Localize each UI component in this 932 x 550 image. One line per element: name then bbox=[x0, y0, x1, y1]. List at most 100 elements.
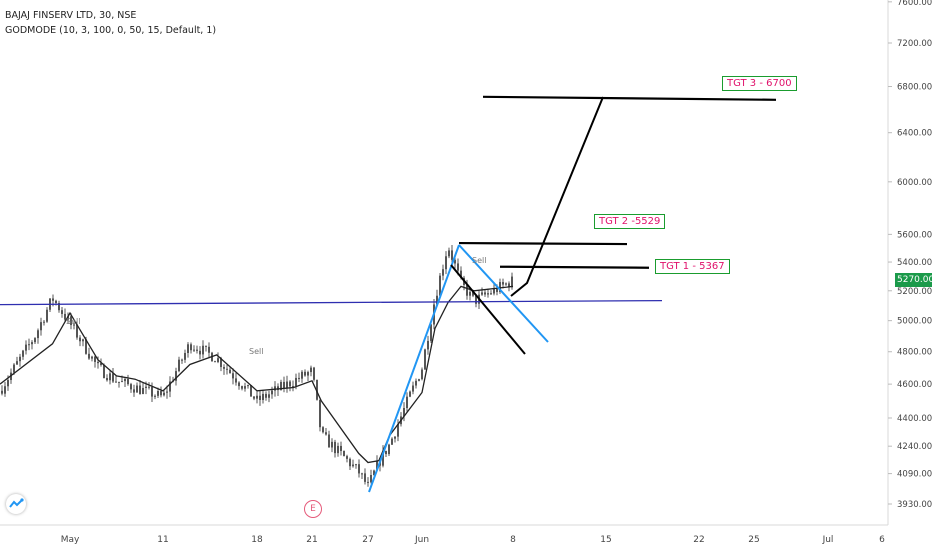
y-tick-label: 4400.00 bbox=[897, 414, 932, 424]
candle-body bbox=[331, 441, 333, 448]
candle-body bbox=[319, 399, 321, 428]
candle-body bbox=[382, 450, 384, 466]
candle-body bbox=[295, 377, 297, 387]
candle-body bbox=[214, 361, 216, 363]
candle-body bbox=[259, 395, 261, 400]
candle-body bbox=[292, 386, 294, 388]
candle-body bbox=[187, 344, 189, 354]
candle-body bbox=[184, 353, 186, 360]
x-tick-label: May bbox=[61, 535, 80, 545]
candle-body bbox=[457, 263, 459, 271]
x-tick-label: 18 bbox=[251, 535, 263, 545]
candle-body bbox=[232, 373, 234, 379]
candle-body bbox=[16, 361, 18, 365]
candle-body bbox=[88, 353, 90, 359]
candle-body bbox=[484, 292, 486, 295]
candle-body bbox=[250, 385, 252, 397]
y-tick-label: 6400.00 bbox=[897, 129, 932, 139]
x-tick-label: 8 bbox=[510, 535, 516, 545]
candle-body bbox=[511, 276, 513, 288]
time-axis: May 11 18 21 27 Jun 8 15 22 25 Jul 6 bbox=[61, 535, 885, 545]
candle-body bbox=[256, 395, 258, 399]
candle-body bbox=[277, 386, 279, 391]
candle-body bbox=[148, 386, 150, 388]
candle-body bbox=[469, 291, 471, 296]
candle-body bbox=[70, 316, 72, 326]
candle-body bbox=[175, 371, 177, 381]
candle-body bbox=[241, 386, 243, 389]
candle-body bbox=[427, 340, 429, 350]
candle-body bbox=[37, 330, 39, 339]
candle-body bbox=[244, 386, 246, 389]
candle-body bbox=[439, 275, 441, 296]
target-1-label[interactable]: TGT 1 - 5367 bbox=[655, 259, 730, 274]
price-axis: 7600.00 7200.00 6800.00 6400.00 6000.00 5600.… bbox=[888, 0, 932, 510]
chart-header: BAJAJ FINSERV LTD, 30, NSE GODMODE (10, … bbox=[5, 8, 216, 38]
candle-body bbox=[151, 386, 153, 397]
x-tick-label: 15 bbox=[600, 535, 611, 545]
y-tick-label: 4600.00 bbox=[897, 380, 932, 390]
target-2-label[interactable]: TGT 2 -5529 bbox=[594, 214, 666, 229]
candle-body bbox=[385, 450, 387, 455]
candle-body bbox=[370, 474, 372, 483]
y-tick-label: 3930.00 bbox=[897, 500, 932, 510]
candle-body bbox=[22, 350, 24, 357]
y-tick-label: 5600.00 bbox=[897, 230, 932, 240]
candle-body bbox=[46, 309, 48, 322]
y-tick-label: 6000.00 bbox=[897, 178, 932, 188]
candle-body bbox=[247, 385, 249, 387]
target-3-label[interactable]: TGT 3 - 6700 bbox=[722, 76, 797, 91]
candle-body bbox=[409, 391, 411, 397]
x-tick-label: Jun bbox=[414, 535, 429, 545]
candle-body bbox=[142, 388, 144, 394]
candle-body bbox=[226, 368, 228, 370]
candle-body bbox=[349, 458, 351, 467]
candle-body bbox=[235, 378, 237, 383]
x-tick-label: 21 bbox=[306, 535, 317, 545]
candle-body bbox=[217, 358, 219, 362]
candle-body bbox=[31, 342, 33, 345]
candle-body bbox=[28, 344, 30, 346]
moving-average-line bbox=[0, 285, 514, 464]
candle-body bbox=[286, 381, 288, 388]
candle-body bbox=[163, 392, 165, 396]
candle-body bbox=[367, 481, 369, 483]
sell-annotation: Sell bbox=[66, 317, 80, 326]
candle-body bbox=[82, 339, 84, 342]
candle-body bbox=[253, 396, 255, 399]
candle-body bbox=[205, 345, 207, 347]
y-tick-label: 5400.00 bbox=[897, 258, 932, 268]
candle-body bbox=[223, 367, 225, 369]
candle-body bbox=[505, 283, 507, 285]
candle-body bbox=[124, 378, 126, 382]
candle-body bbox=[220, 358, 222, 368]
candle-body bbox=[178, 359, 180, 372]
y-tick-label: 6800.00 bbox=[897, 83, 932, 93]
breakout-projection-line bbox=[510, 96, 604, 297]
candle-body bbox=[190, 344, 192, 351]
candle-body bbox=[415, 380, 417, 386]
candle-body bbox=[301, 371, 303, 379]
y-tick-label: 4090.00 bbox=[897, 470, 932, 480]
candle-body bbox=[313, 367, 315, 380]
candle-body bbox=[181, 359, 183, 361]
candle-body bbox=[466, 284, 468, 296]
candle-body bbox=[328, 434, 330, 448]
support-line bbox=[0, 299, 663, 306]
candle-body bbox=[460, 270, 462, 278]
candle-body bbox=[391, 438, 393, 445]
event-marker-icon[interactable]: E bbox=[304, 500, 322, 518]
candle-body bbox=[274, 386, 276, 391]
candle-body bbox=[358, 464, 360, 474]
candle-body bbox=[493, 288, 495, 294]
candle-body bbox=[442, 269, 444, 276]
symbol-title: BAJAJ FINSERV LTD, 30, NSE bbox=[5, 10, 137, 21]
tradingview-logo-icon[interactable] bbox=[6, 494, 26, 514]
candle-body bbox=[283, 381, 285, 388]
drawings bbox=[0, 95, 777, 493]
candle-body bbox=[25, 344, 27, 351]
indicator-legend[interactable]: GODMODE (10, 3, 100, 0, 50, 15, Default,… bbox=[5, 25, 217, 36]
candle-body bbox=[127, 378, 129, 385]
candle-body bbox=[352, 464, 354, 467]
